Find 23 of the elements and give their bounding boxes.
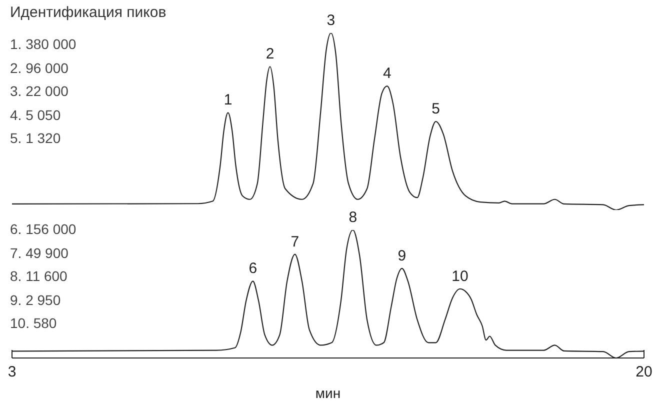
annotation: 9 (398, 247, 406, 264)
annotation: 7 (290, 233, 300, 250)
annotation: 9. 2 950 (10, 290, 62, 310)
annotation: 1. 380 000 (10, 35, 76, 54)
annotation: 8 (348, 209, 358, 226)
annotation: 5. 1 320 (10, 129, 62, 148)
annotation: 6 (248, 260, 258, 278)
x-tick-label: 20 (636, 364, 652, 381)
annotation: 3 (326, 12, 336, 29)
x-axis-title: мин (315, 385, 341, 401)
annotation: 10 (452, 268, 468, 285)
annotation: 7. 49 900 (10, 244, 70, 262)
annotation: 4 (382, 65, 392, 82)
annotation: 2 (266, 46, 274, 63)
annotation: 10. 580 (10, 314, 58, 333)
annotation: 3. 22 000 (10, 82, 70, 101)
annotation: 4. 5 050 (10, 106, 62, 124)
annotation: 1 (224, 92, 232, 109)
annotation: 8. 11 600 (10, 267, 68, 286)
chart-title: Идентификация пиков (10, 4, 166, 21)
annotation: 2. 96 000 (10, 58, 70, 78)
annotation: 5 (432, 100, 440, 118)
annotation: 6. 156 000 (10, 220, 76, 239)
